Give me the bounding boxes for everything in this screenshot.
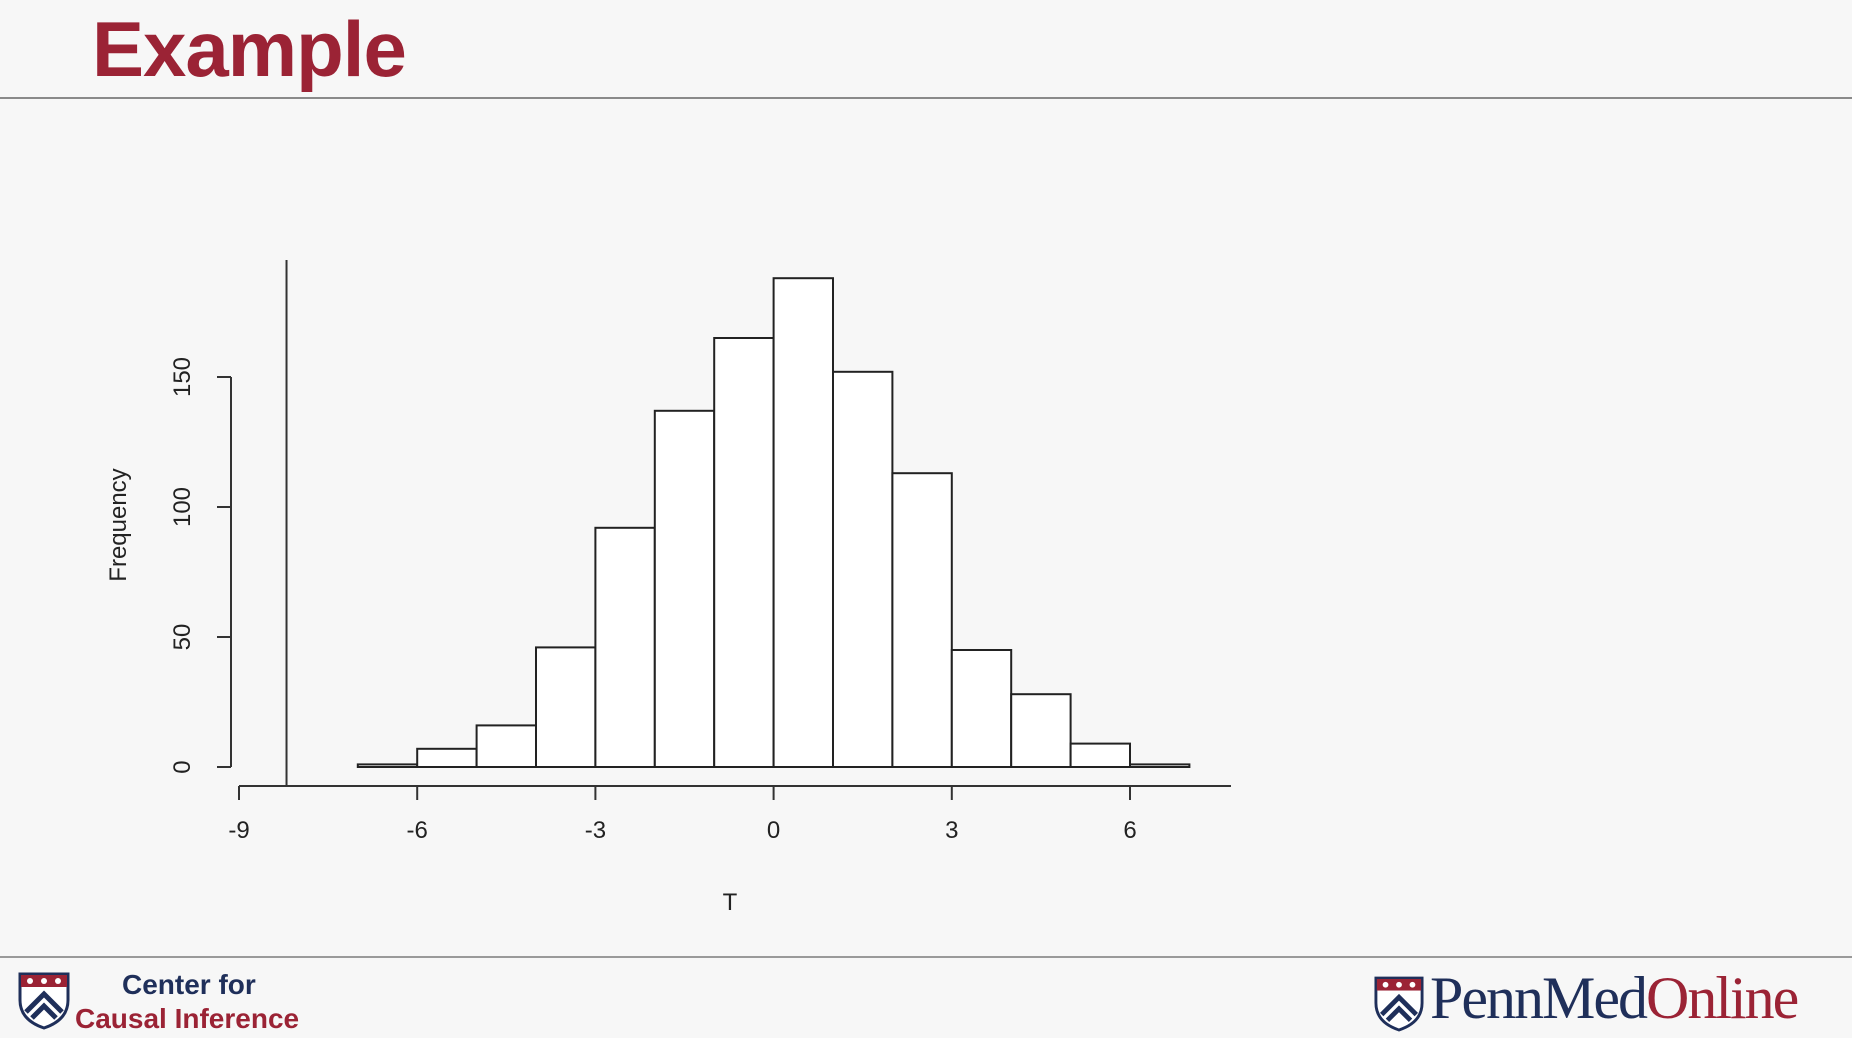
histogram-bar (950, 649, 1013, 768)
histogram-bar (653, 409, 716, 768)
logo-text-line1: Center for (122, 969, 256, 1000)
y-tick-label: 100 (169, 487, 196, 527)
y-axis-label: Frequency (105, 468, 132, 581)
x-tick-label: -6 (407, 817, 428, 844)
logo-text-line2: Causal Inference (75, 1003, 300, 1034)
histogram-bar (594, 526, 656, 768)
histogram-bars (356, 277, 1191, 769)
x-tick-label: 3 (945, 817, 958, 844)
x-axis-label: T (723, 889, 738, 916)
y-axis: 0 50 100 150 (169, 357, 232, 774)
histogram-chart: -9 -6 -3 0 3 6 0 50 100 150 T Frequency (105, 260, 1231, 916)
x-tick-label: 6 (1123, 817, 1136, 844)
histogram-bar (1069, 742, 1131, 768)
footer-divider (0, 956, 1852, 958)
slide-title: Example (92, 5, 407, 93)
header-divider (0, 97, 1852, 99)
pennmedonline-logo: PennMedOnline (1372, 964, 1842, 1036)
histogram-bar (416, 747, 478, 768)
histogram-bar (891, 472, 953, 768)
x-axis: -9 -6 -3 0 3 6 (228, 785, 1231, 844)
wordmark-online: Online (1645, 965, 1799, 1031)
wordmark-pennmed: PennMed (1430, 965, 1648, 1031)
x-tick-label: 0 (767, 817, 780, 844)
center-for-causal-inference-logo: Center for Causal Inference (18, 966, 338, 1036)
histogram-bar (475, 724, 538, 769)
y-tick-label: 0 (169, 760, 196, 773)
penn-shield-icon (18, 972, 70, 1030)
histogram-bar (832, 370, 894, 768)
histogram-bar (772, 277, 834, 768)
histogram-bar (1129, 763, 1191, 769)
y-tick-label: 150 (169, 357, 196, 397)
x-tick-label: -9 (228, 817, 249, 844)
histogram-bar (356, 763, 419, 769)
histogram-bar (1010, 693, 1072, 769)
histogram-bar (535, 646, 597, 769)
penn-shield-icon (1374, 976, 1424, 1032)
pennmedonline-wordmark: PennMedOnline (1430, 964, 1799, 1033)
x-tick-label: -3 (585, 817, 606, 844)
histogram-bar (713, 337, 775, 768)
y-tick-label: 50 (169, 624, 196, 651)
